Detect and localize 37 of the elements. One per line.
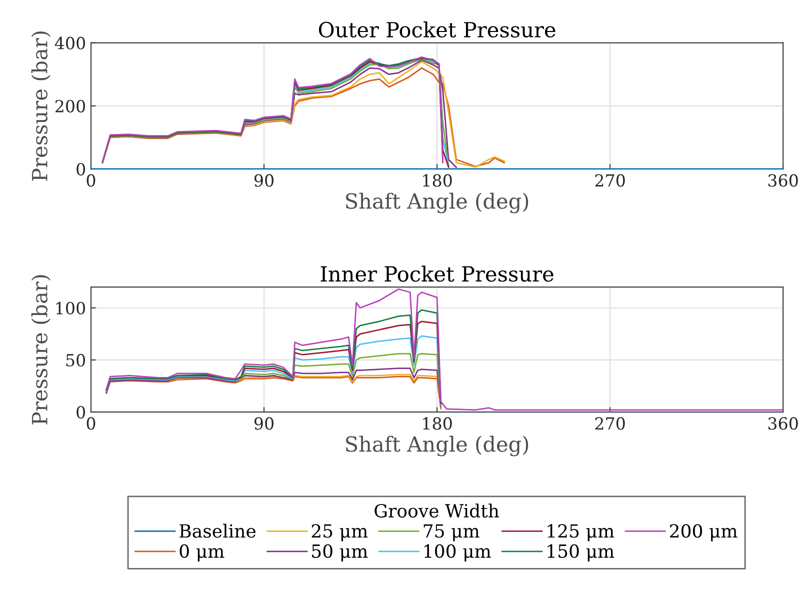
x-tick-label: 180	[423, 417, 452, 430]
line-series	[106, 335, 442, 406]
y-tick-label: 200	[55, 100, 86, 112]
line-series	[106, 368, 442, 408]
x-tick-label: 90	[254, 417, 274, 430]
legend-label: 150 μm	[548, 544, 614, 562]
legend-label: 125 μm	[548, 524, 614, 542]
legend-label: 100 μm	[424, 544, 491, 562]
y-tick-label: 0	[76, 406, 86, 419]
legend-label: 75 μm	[424, 524, 480, 542]
x-axis-title: Shaft Angle (deg)	[346, 436, 528, 456]
x-tick-label: 180	[423, 174, 452, 187]
x-tick-label: 270	[595, 417, 625, 430]
chart-title: Inner Pocket Pressure	[320, 266, 554, 282]
legend-label: 0 μm	[180, 544, 224, 562]
line-series	[240, 58, 450, 168]
x-axis-title: Shaft Angle (deg)	[346, 192, 528, 214]
x-tick-label: 0	[86, 174, 96, 187]
x-tick-label: 0	[86, 417, 96, 430]
line-series	[106, 376, 442, 410]
line-series	[106, 288, 784, 411]
x-tick-label: 360	[768, 174, 798, 187]
y-tick-label: 50	[66, 354, 86, 367]
legend-label: 25 μm	[312, 524, 368, 542]
legend-label: Baseline	[180, 524, 256, 538]
legend-label: 50 μm	[312, 544, 368, 562]
x-tick-label: 270	[595, 174, 625, 187]
x-tick-label: 90	[254, 174, 274, 187]
y-axis-title: Pressure (bar)	[31, 32, 50, 181]
x-tick-label: 360	[768, 417, 798, 430]
legend-label: 200 μm	[670, 524, 738, 542]
y-tick-label: 100	[56, 302, 86, 314]
legend-title: Groove Width	[374, 504, 499, 518]
y-axis-title: Pressure (bar)	[31, 275, 50, 424]
y-tick-label: 400	[54, 36, 86, 50]
y-tick-label: 0	[76, 162, 86, 176]
chart-title: Outer Pocket Pressure	[318, 21, 556, 38]
